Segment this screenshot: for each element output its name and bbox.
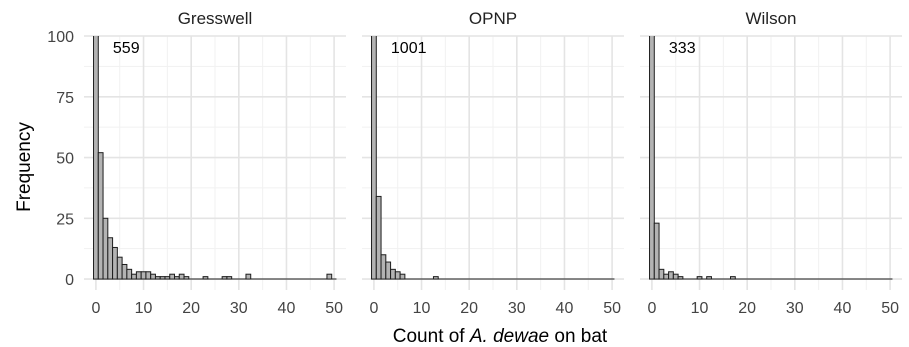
histogram-bar [121,263,128,280]
zero-count-label: 559 [113,40,140,57]
x-tick-label: 50 [603,300,621,317]
histogram-bar [394,271,401,280]
histogram-bar [696,276,703,280]
x-tick-label: 0 [91,300,100,317]
histogram-bar [385,261,392,280]
histogram-bar [326,273,333,280]
zero-count-label: 333 [669,40,696,57]
histogram-bar [202,276,209,280]
histogram-bar [653,222,660,280]
histogram-bar [178,273,185,280]
x-axis-title: Count of A. dewae on bat [393,326,608,347]
x-tick-label: 30 [508,300,526,317]
x-tick-label: 40 [834,300,852,317]
histogram-bar [399,273,406,280]
histogram-bar [150,273,156,280]
y-tick-label: 25 [56,211,74,228]
panel-title: Wilson [745,9,796,28]
histogram-bar [107,237,114,280]
x-tick-label: 20 [182,300,200,317]
zero-count-label: 1001 [391,40,427,57]
histogram-bar [221,276,228,280]
x-tick-label: 10 [691,300,709,317]
histogram-bar [145,271,152,280]
histogram-bar [658,268,665,280]
y-tick-label: 50 [56,151,74,168]
x-tick-label: 30 [230,300,248,317]
histogram-bar [649,36,655,280]
y-tick-label: 75 [56,90,74,107]
x-tick-label: 20 [460,300,478,317]
histogram-bar [102,217,109,280]
x-tick-label: 50 [325,300,343,317]
x-tick-label: 0 [647,300,656,317]
x-tick-label: 10 [413,300,431,317]
histogram-bar [375,195,382,280]
bars [93,36,337,280]
histogram-bar [730,276,736,280]
histogram-bar [116,256,123,280]
histogram-bar [135,271,142,280]
panel-wilson: Wilson 333 0 10 20 30 40 50 [640,9,902,317]
x-axis-title-species: A. dewae [469,326,549,347]
histogram-bar [126,268,133,280]
panel-title: Gresswell [178,9,253,28]
x-tick-label: 10 [135,300,153,317]
x-tick-label: 20 [738,300,756,317]
histogram-bar [140,271,147,280]
histogram-bar [97,152,104,280]
histogram-bar [706,276,712,280]
histogram-bar [93,36,99,280]
histogram-bar [380,254,387,280]
x-tick-label: 50 [881,300,899,317]
x-tick-label: 0 [369,300,378,317]
histogram-bar [154,276,161,280]
histogram-bar [112,246,118,280]
histogram-bar [390,268,396,280]
histogram-bar [245,273,252,280]
histogram-bar [174,276,180,280]
panel-gresswell: Gresswell 559 0 10 20 30 40 50 0 25 50 75 100 [47,9,346,317]
x-tick-label: 40 [556,300,574,317]
histogram-bar [169,273,176,280]
histogram-bar [672,273,679,280]
histogram-bar [183,276,190,280]
histogram-bar [226,276,233,280]
histogram-bar [663,273,670,280]
x-axis-title-prefix: Count of [393,326,470,347]
histogram-bar [164,276,171,280]
histogram-bar [677,276,684,280]
histogram-bar [371,36,377,280]
y-tick-label: 100 [47,29,74,46]
panel-opnp: OPNP 1001 0 10 20 30 40 50 [362,9,624,317]
x-axis-title-suffix: on bat [549,326,608,347]
panel-title: OPNP [469,9,517,28]
y-axis-title: Frequency [14,122,35,212]
bars [649,36,893,280]
y-tick-label: 0 [65,272,74,289]
histogram-bar [668,271,674,280]
histogram-bar [432,276,439,280]
x-tick-label: 30 [786,300,804,317]
histogram-bar [131,273,137,280]
bars [371,36,615,280]
x-tick-label: 40 [278,300,296,317]
histogram-bar [159,276,166,280]
